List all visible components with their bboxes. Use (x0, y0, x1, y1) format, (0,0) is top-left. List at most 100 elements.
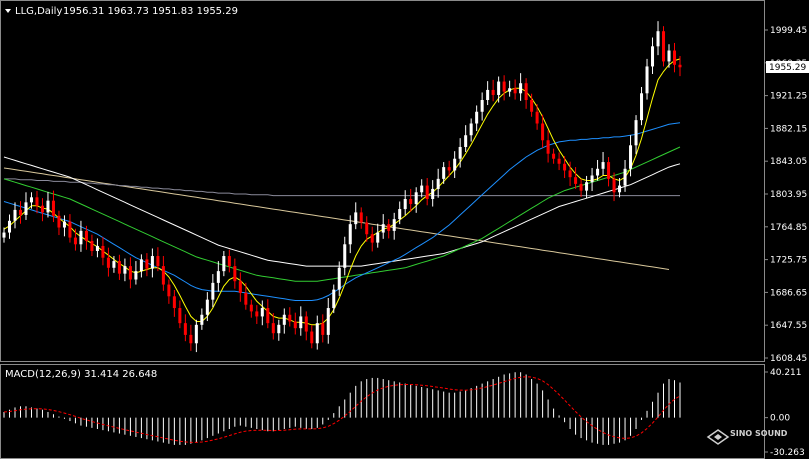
candle-body (112, 261, 116, 268)
price-tick-label: 1999.45 (770, 26, 807, 36)
candle (607, 157, 611, 187)
candle-body (436, 178, 440, 189)
candle (293, 312, 297, 335)
candle (491, 79, 495, 102)
candle-body (519, 83, 523, 94)
candle-body (13, 209, 17, 221)
candle-body (552, 153, 556, 159)
candle (46, 191, 50, 218)
candle-body (387, 224, 391, 231)
candle-body (651, 46, 655, 67)
candle-body (244, 292, 248, 305)
candle (123, 258, 127, 282)
candle (651, 37, 655, 74)
candle (57, 210, 61, 236)
candle (189, 324, 193, 351)
ohlc-values: 1956.31 1963.73 1951.83 1955.29 (63, 6, 238, 17)
candle (579, 178, 583, 197)
candle (244, 282, 248, 310)
candle-body (464, 135, 468, 147)
macd-tick-label: 0.00 (770, 414, 790, 424)
candle-body (546, 140, 550, 154)
candle (662, 26, 666, 67)
candle-body (376, 232, 380, 243)
candle (601, 152, 605, 176)
candle (211, 274, 215, 308)
candle-body (541, 123, 545, 141)
candle-body (645, 66, 649, 94)
candle (563, 156, 567, 179)
candle-body (106, 257, 110, 268)
candle (678, 55, 682, 77)
candle (51, 190, 55, 223)
candle (266, 299, 270, 329)
candle (431, 180, 435, 207)
candle (29, 192, 33, 209)
candle-body (678, 64, 682, 68)
candle (2, 227, 6, 243)
candle (398, 201, 402, 225)
candle-body (634, 120, 638, 146)
price-tick-label: 1921.25 (770, 92, 807, 102)
candle-body (557, 158, 561, 164)
candle (634, 115, 638, 155)
macd-histogram (3, 372, 681, 445)
candle-body (568, 170, 572, 178)
candle-body (662, 31, 666, 62)
candle-body (612, 178, 616, 193)
candle-body (491, 89, 495, 95)
candle (409, 188, 413, 212)
candle (238, 272, 242, 302)
candle-body (535, 111, 539, 124)
price-tick-label: 1686.65 (770, 288, 807, 298)
candle-body (2, 232, 6, 238)
candle-body (260, 308, 264, 317)
candle-body (304, 316, 308, 332)
candle (205, 292, 209, 322)
candle (161, 256, 165, 291)
candle (513, 79, 517, 100)
candle-body (623, 168, 627, 186)
candle (24, 192, 28, 220)
candle (667, 44, 671, 68)
candle (18, 201, 22, 224)
symbol-label: LLG,Daily (15, 6, 62, 17)
candle (233, 258, 237, 289)
candle-body (183, 323, 187, 335)
candle-body (392, 219, 396, 231)
candle (453, 151, 457, 179)
candle (321, 314, 325, 343)
candle-body (18, 209, 22, 215)
current-price-label: 1955.29 (769, 63, 806, 73)
candle-body (607, 162, 611, 179)
candle (387, 219, 391, 239)
candle-body (73, 237, 77, 245)
candle (73, 228, 77, 251)
chart-dropdown-icon[interactable] (5, 9, 11, 13)
candle-body (458, 146, 462, 159)
candle (167, 279, 171, 304)
macd-axis: 40.211 0.00 -30.263 (764, 368, 805, 458)
candle-body (205, 299, 209, 315)
candle (381, 214, 385, 239)
candle (541, 114, 545, 148)
candle-body (414, 192, 418, 205)
candle (304, 311, 308, 341)
candle (178, 300, 182, 329)
candle (271, 313, 275, 340)
price-panel-frame (0, 0, 765, 362)
candle (79, 220, 83, 252)
candle (623, 159, 627, 192)
candle (117, 254, 121, 280)
macd-tick-label: -30.263 (770, 448, 805, 458)
candle-body (271, 323, 275, 334)
candle-body (255, 311, 259, 317)
macd-tick-label: 40.211 (770, 368, 802, 378)
candle (106, 247, 110, 277)
candle-body (145, 259, 149, 269)
candle-body (524, 83, 528, 101)
candle (672, 42, 677, 73)
candle (150, 248, 154, 278)
candle (612, 172, 616, 202)
candle-body (672, 50, 677, 65)
